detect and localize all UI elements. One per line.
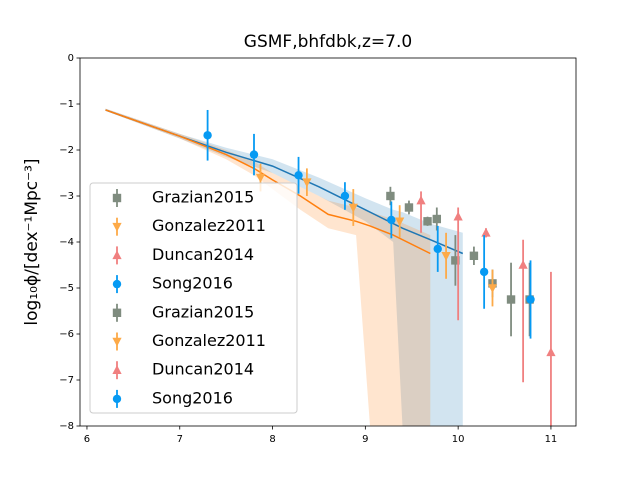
point: [546, 347, 556, 357]
point: [395, 217, 405, 227]
legend-box: [89, 182, 298, 414]
y-tick-label: −6: [59, 329, 74, 340]
chart-title: GSMF,bhfdbk,z=7.0: [244, 32, 412, 52]
legend-label: Song2016: [152, 388, 233, 407]
legend-label: Song2016: [152, 274, 233, 293]
point: [249, 150, 259, 159]
legend-marker: [112, 337, 122, 347]
legend-marker: [112, 250, 122, 260]
legend-label: Grazian2015: [152, 302, 254, 321]
point: [526, 295, 535, 304]
point: [416, 195, 426, 205]
y-tick-label: −1: [59, 99, 74, 110]
y-tick-label: −3: [59, 191, 74, 202]
legend-label: Duncan2014: [152, 360, 254, 379]
point: [340, 191, 350, 201]
model-line: [105, 109, 431, 255]
legend-label: Gonzalez2011: [152, 331, 266, 350]
point: [433, 244, 442, 254]
y-tick-label: −5: [59, 283, 74, 294]
point: [451, 256, 460, 265]
x-tick-label: 8: [269, 434, 275, 445]
point: [386, 191, 395, 201]
band: [105, 108, 431, 426]
x-tick-label: 6: [84, 434, 90, 445]
point: [441, 252, 451, 261]
legend-marker: [112, 365, 122, 374]
point: [404, 203, 414, 212]
legend-marker: [112, 222, 122, 232]
point: [348, 203, 358, 213]
x-tick-label: 9: [362, 434, 368, 445]
y-tick-label: 0: [68, 53, 74, 64]
point: [481, 227, 491, 237]
plot-area: [105, 108, 556, 426]
point: [518, 259, 528, 269]
y-tick-label: −8: [59, 421, 74, 432]
legend-label: Grazian2015: [152, 188, 254, 207]
point: [294, 171, 303, 180]
point: [203, 131, 212, 140]
legend-marker: [112, 394, 122, 404]
x-tick-label: 7: [177, 434, 183, 445]
point: [387, 215, 396, 225]
point: [479, 267, 489, 277]
point: [432, 214, 442, 224]
legend: Grazian2015 Gonzalez2011 Duncan2014 Song201…: [89, 182, 298, 414]
point: [506, 295, 516, 304]
x-tick-label: 11: [545, 434, 558, 445]
y-tick-label: −7: [59, 375, 74, 386]
legend-marker: [112, 193, 122, 203]
point: [453, 211, 463, 221]
legend-marker: [112, 279, 122, 289]
x-tick-label: 10: [452, 434, 465, 445]
legend-label: Gonzalez2011: [152, 216, 266, 235]
y-axis-label: log₁₀ϕ/[dex⁻¹Mpc⁻³]: [22, 158, 42, 325]
point: [302, 178, 312, 188]
legend-label: Duncan2014: [152, 245, 254, 264]
y-tick-label: −2: [59, 145, 74, 156]
y-tick-label: −4: [59, 237, 74, 248]
point: [255, 173, 266, 183]
point: [487, 284, 498, 294]
point: [469, 251, 479, 260]
legend-marker: [112, 308, 122, 317]
point: [423, 217, 432, 226]
